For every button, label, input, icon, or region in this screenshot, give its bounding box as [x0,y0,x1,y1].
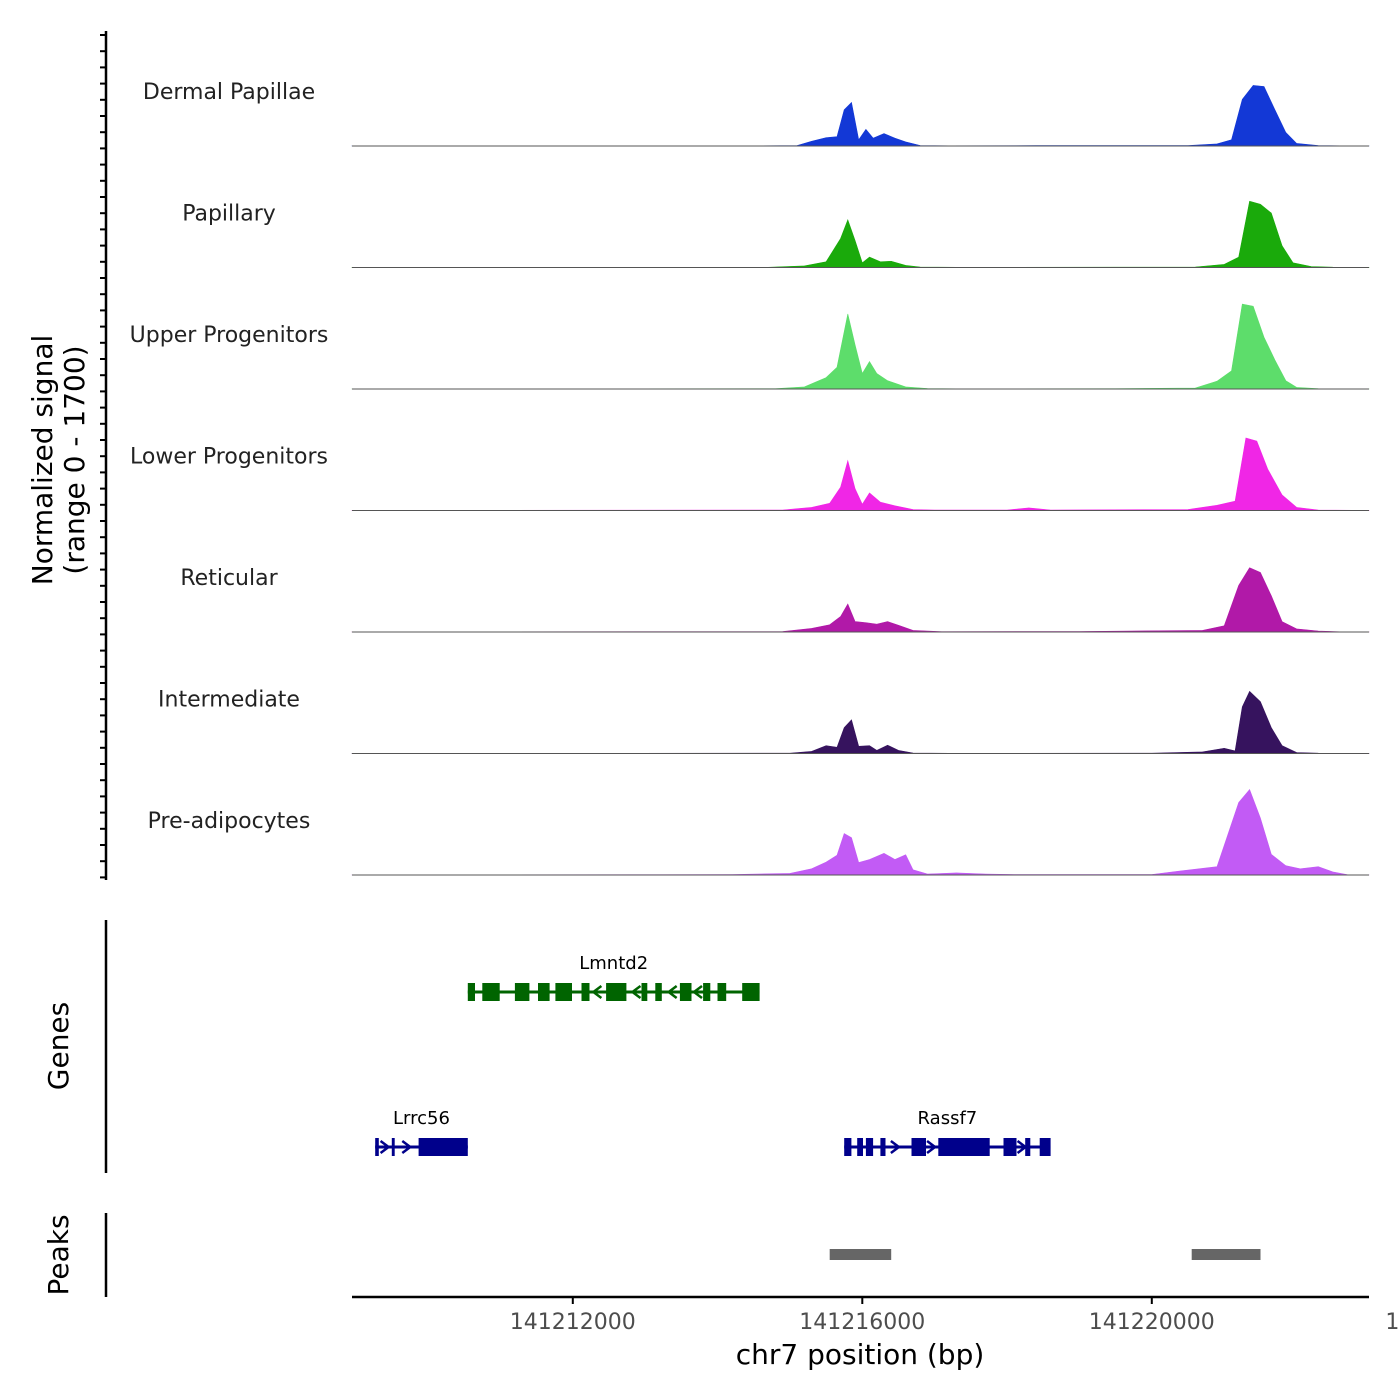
gene-exon [717,983,727,1001]
gene-exon [938,1138,990,1156]
coverage-tracks: Dermal Papillae Papillary Upper Progenitor… [130,80,1370,876]
coverage-area [351,437,1370,511]
gene-annotations: Lrrc56 Lmntd2 Rassf7 [375,953,1051,1156]
signal-axis-title: Normalized signal [26,335,59,586]
gene-exon [606,983,627,1001]
gene-exon [1003,1138,1017,1156]
gene-exon [375,1138,379,1156]
strand-arrow [890,1140,901,1154]
gene-rassf7: Rassf7 [844,1108,1051,1156]
gene-exon [538,983,550,1001]
peak-region [1191,1249,1261,1260]
gene-exon [865,1138,874,1156]
gene-exon [911,1138,926,1156]
gene-lrrc56: Lrrc56 [375,1108,468,1156]
strand-arrow [379,1140,391,1154]
gene-exon [482,983,500,1001]
gene-exon [703,983,711,1001]
gene-label: Rassf7 [918,1108,978,1129]
track-reticular: Reticular [180,566,1370,633]
track-lower-progenitors: Lower Progenitors [130,437,1370,511]
track-dermal-papillae: Dermal Papillae [143,80,1370,147]
peaks-track-label: Peaks [42,1214,75,1295]
track-label: Dermal Papillae [143,80,315,105]
gene-exon [418,1138,468,1156]
track-label: Upper Progenitors [130,323,329,348]
strand-arrow [630,985,642,999]
track-upper-progenitors: Upper Progenitors [130,303,1370,390]
signal-axis-range: (range 0 - 1700) [58,345,91,574]
coverage-area [351,303,1370,390]
x-tick-label: 141212000 [510,1310,636,1335]
coverage-area [351,690,1370,754]
track-label: Pre-adipocytes [148,809,311,834]
strand-arrow [401,1140,413,1154]
coverage-area [351,567,1370,633]
gene-exon [1039,1138,1051,1156]
strand-arrow [691,985,703,999]
coverage-area [351,789,1370,876]
signal-axis-ticks [100,34,106,879]
peak-regions [829,1249,1261,1260]
x-tick-label: 141216000 [799,1310,925,1335]
track-label: Intermediate [158,688,300,713]
x-tick-label: 14122400 [1385,1310,1400,1335]
x-axis-title: chr7 position (bp) [736,1338,985,1371]
gene-exon [641,983,648,1001]
x-tick-label: 141220000 [1089,1310,1215,1335]
track-label: Reticular [180,566,278,591]
track-papillary: Papillary [182,200,1370,268]
gene-exon [844,1138,852,1156]
track-intermediate: Intermediate [158,688,1370,754]
gene-exon [467,983,475,1001]
gene-exon [555,983,572,1001]
strand-arrow [666,985,678,999]
gene-exon [880,1138,886,1156]
strand-arrow [926,1140,938,1154]
strand-arrow [1016,1140,1028,1154]
gene-label: Lmntd2 [579,953,648,974]
gene-exon [742,983,760,1001]
gene-exon [679,983,692,1001]
coverage-area [351,200,1370,268]
coverage-area [351,85,1370,147]
strand-arrow [591,985,603,999]
track-label: Lower Progenitors [130,445,328,470]
gene-label: Lrrc56 [393,1108,450,1129]
peak-region [829,1249,892,1260]
gene-exon [581,983,590,1001]
gene-lmntd2: Lmntd2 [467,953,760,1001]
x-axis-ticks: 141212000 141216000 141220000 14122400 [510,1297,1400,1335]
track-label: Papillary [182,202,276,227]
genes-track-label: Genes [42,1002,75,1090]
gene-exon [857,1138,863,1156]
gene-exon [655,983,662,1001]
gene-exon [514,983,530,1001]
gene-exon [1025,1138,1031,1156]
track-pre-adipocytes: Pre-adipocytes [148,789,1370,876]
gene-exon [391,1138,395,1156]
